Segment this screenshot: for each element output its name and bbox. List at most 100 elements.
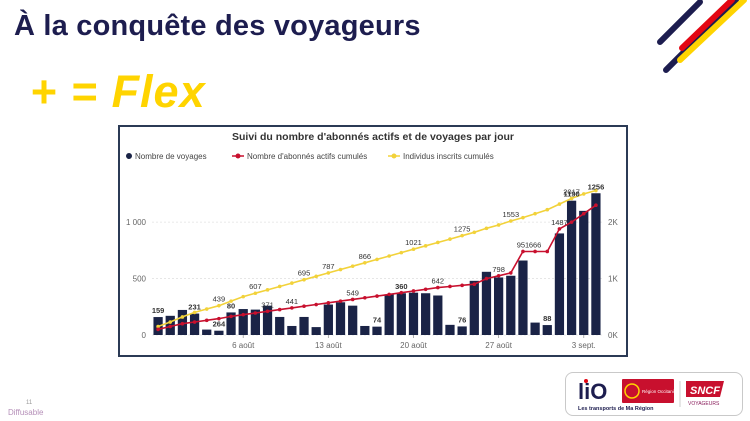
stripe-red (679, 0, 735, 51)
bar (579, 210, 589, 335)
data-label: 231 (188, 303, 201, 312)
bar (311, 327, 321, 335)
line-point-2 (508, 219, 513, 223)
chart-title: Suivi du nombre d'abonnés actifs et de v… (232, 131, 514, 143)
line-point-2 (375, 257, 379, 262)
line-point-1 (375, 294, 379, 298)
line-point-2 (192, 310, 197, 315)
line-point-2 (326, 271, 331, 275)
line-point-1 (277, 307, 282, 312)
line-point-1 (192, 320, 197, 324)
line-point-2 (533, 211, 537, 216)
line-point-1 (460, 283, 464, 288)
line-point-2 (460, 233, 464, 238)
legend-label-1: Nombre d'abonnés actifs cumulés (247, 152, 367, 161)
data-label: 666 (529, 240, 542, 249)
chart-legend: Nombre de voyages Nombre d'abonnés actifs… (126, 152, 494, 161)
legend-marker-0 (126, 153, 132, 159)
brand-stripes (657, 0, 747, 73)
data-label: 1190 (563, 190, 579, 199)
y-right-tick-label: 2K (608, 218, 618, 227)
line-point-2 (569, 196, 574, 201)
line-point-2 (156, 324, 160, 329)
svg-text:VOYAGEURS: VOYAGEURS (688, 401, 720, 407)
line-point-2 (411, 247, 416, 252)
line-point-2 (302, 277, 306, 282)
data-label: 866 (359, 252, 372, 261)
bar (323, 304, 333, 335)
line-point-1 (229, 314, 233, 319)
stripe-yellow (677, 0, 747, 63)
line-point-1 (326, 301, 331, 305)
data-labels: 159 231 264 80 74 360 76 88 1190 1256 371 441 549 642… (152, 182, 604, 328)
lio-tagline: Les transports de Ma Région (578, 406, 654, 412)
line-point-2 (581, 192, 586, 196)
data-label: 360 (395, 282, 408, 291)
line-point-1 (521, 249, 525, 254)
y-left-tick-label: 500 (133, 275, 147, 284)
line-point-1 (496, 273, 501, 278)
line-point-2 (265, 288, 270, 292)
bar (591, 193, 601, 335)
bar (421, 293, 431, 335)
data-label: 951 (517, 240, 530, 249)
data-label: 695 (298, 269, 311, 278)
series-line-1 (157, 204, 597, 331)
bar (214, 330, 224, 335)
y-right-tick-label: 0K (608, 331, 618, 340)
bar (348, 305, 358, 335)
bar (506, 275, 516, 335)
bar (262, 305, 273, 335)
bar (530, 322, 540, 335)
line-point-1 (472, 282, 477, 287)
line-point-1 (594, 203, 598, 208)
bar (335, 302, 346, 335)
y-left-tick-label: 0 (142, 331, 147, 340)
bar (202, 329, 212, 335)
line-point-1 (436, 285, 440, 290)
bar-series (153, 193, 601, 335)
line-point-2 (436, 240, 440, 245)
line-point-2 (594, 188, 598, 193)
data-label: 76 (458, 315, 466, 324)
bar (554, 233, 565, 335)
data-label: 642 (432, 277, 445, 286)
line-series (156, 188, 598, 332)
bar (299, 316, 309, 335)
line-point-2 (521, 215, 525, 220)
data-label: 441 (286, 297, 299, 306)
line-point-2 (277, 284, 282, 289)
line-point-1 (508, 271, 513, 275)
data-label: 607 (249, 282, 262, 291)
y-right-tick-label: 1K (608, 275, 618, 284)
line-point-1 (180, 321, 185, 326)
lio-logo: liO (578, 379, 607, 404)
data-label: 371 (261, 300, 274, 309)
line-point-1 (253, 311, 258, 315)
x-tick-label: 27 août (485, 341, 512, 350)
bar (396, 293, 406, 335)
line-point-1 (569, 220, 574, 224)
x-tick-label: 13 août (315, 341, 342, 350)
bar (445, 324, 455, 335)
x-tick-label: 6 août (232, 341, 255, 350)
line-point-2 (557, 202, 562, 206)
line-point-2 (387, 254, 391, 258)
bar (494, 277, 504, 335)
legend-label-0: Nombre de voyages (135, 152, 207, 161)
data-label: 1021 (405, 238, 422, 247)
line-point-1 (423, 287, 428, 292)
bar (481, 271, 492, 335)
footer-label: Diffusable (8, 408, 44, 417)
line-point-1 (545, 249, 550, 254)
legend-label-2: Individus inscrits cumulés (403, 152, 494, 161)
line-point-1 (314, 302, 318, 307)
data-label: 264 (213, 320, 226, 329)
bar (384, 294, 394, 335)
line-point-1 (265, 309, 270, 314)
data-label: 159 (152, 306, 165, 315)
line-point-1 (156, 327, 160, 332)
line-point-1 (217, 316, 221, 321)
sncf-logo: SNCF VOYAGEURS (686, 381, 724, 407)
svg-text:Région Occitanie: Région Occitanie (642, 389, 677, 394)
